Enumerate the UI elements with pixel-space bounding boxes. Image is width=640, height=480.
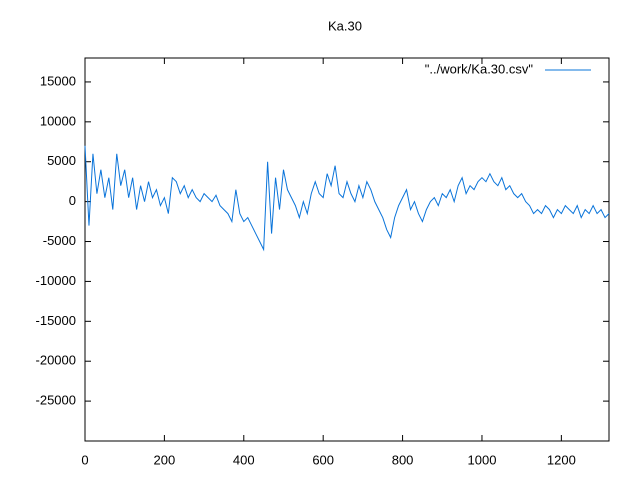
y-tick-label: 15000	[40, 73, 76, 88]
x-tick-label: 0	[81, 452, 88, 467]
plot-frame	[84, 57, 610, 442]
data-line	[84, 145, 610, 252]
x-tick-label: 1000	[468, 452, 497, 467]
x-tick-label: 800	[392, 452, 414, 467]
y-tick-label: 0	[69, 193, 76, 208]
y-tick-label: 10000	[40, 113, 76, 128]
y-tick-label: -10000	[36, 273, 76, 288]
x-tick-label: 200	[154, 452, 176, 467]
legend-label: "../work/Ka.30.csv"	[425, 61, 534, 76]
chart-title: Ka.30	[328, 18, 362, 33]
x-tick-label: 600	[312, 452, 334, 467]
y-tick-label: -5000	[43, 233, 76, 248]
x-tick-label: 400	[233, 452, 255, 467]
y-tick-label: -15000	[36, 313, 76, 328]
x-tick-label: 1200	[547, 452, 576, 467]
y-tick-label: -20000	[36, 353, 76, 368]
y-tick-label: 5000	[47, 153, 76, 168]
y-tick-label: -25000	[36, 393, 76, 408]
